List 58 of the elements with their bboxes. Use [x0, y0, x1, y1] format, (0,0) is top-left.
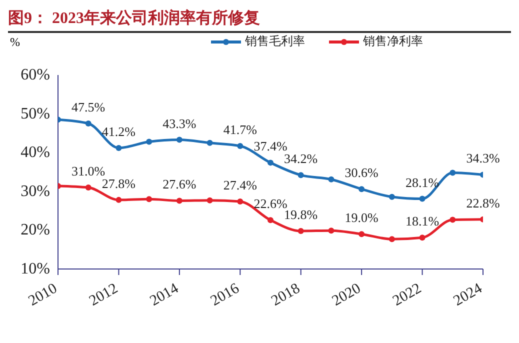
- data-label: 34.2%: [284, 151, 318, 166]
- point: [116, 144, 122, 151]
- x-tick-label: 2020: [330, 280, 364, 310]
- point: [328, 176, 334, 182]
- y-axis-title: %: [10, 35, 20, 50]
- point: [450, 216, 456, 223]
- point: [419, 234, 426, 241]
- x-tick-label: 2022: [390, 280, 424, 310]
- point: [176, 136, 182, 143]
- data-label: 28.1%: [405, 174, 440, 190]
- y-tick-label: 60%: [20, 66, 50, 84]
- y-tick-label: 30%: [20, 182, 50, 200]
- y-tick-label: 40%: [20, 144, 50, 162]
- point: [388, 194, 395, 200]
- data-label: 27.4%: [223, 177, 258, 192]
- legend-label: 销售毛利率: [245, 33, 305, 50]
- point: [358, 186, 365, 192]
- y-tick-label: 20%: [20, 222, 50, 239]
- x-tick-label: 2012: [86, 280, 121, 310]
- point: [237, 143, 244, 150]
- point: [85, 184, 92, 191]
- x-tick-label: 2010: [26, 280, 60, 310]
- data-label: 37.4%: [254, 138, 288, 154]
- point: [116, 196, 122, 203]
- point: [328, 228, 334, 234]
- point: [268, 160, 274, 166]
- point: [298, 228, 304, 234]
- x-tick-label: 2018: [268, 280, 303, 310]
- data-label: 19.0%: [344, 210, 379, 226]
- point: [358, 231, 365, 238]
- point: [85, 120, 92, 126]
- data-label: 41.7%: [223, 122, 258, 138]
- data-label: 47.5%: [72, 100, 106, 114]
- data-label: 27.6%: [162, 176, 196, 192]
- point: [237, 198, 244, 204]
- point: [206, 197, 213, 204]
- data-label: 18.1%: [405, 214, 440, 229]
- y-tick-label: 10%: [20, 260, 50, 278]
- x-tick-label: 2024: [451, 280, 486, 310]
- x-tick-label: 2014: [147, 280, 182, 310]
- legend-label: 销售净利率: [363, 33, 423, 50]
- chart-title: 图9： 2023年来公司利润率有所修复: [8, 8, 511, 33]
- point: [298, 172, 304, 178]
- point: [176, 198, 182, 204]
- point: [146, 196, 152, 202]
- point: [146, 138, 152, 145]
- point: [388, 236, 395, 242]
- data-label: 43.3%: [162, 116, 196, 131]
- point: [419, 196, 426, 202]
- point: [268, 217, 274, 224]
- x-tick-label: 2016: [208, 280, 243, 310]
- data-label: 34.3%: [466, 150, 500, 166]
- data-label: 30.6%: [344, 165, 379, 180]
- data-label: 22.8%: [466, 195, 500, 210]
- y-tick-label: 50%: [20, 105, 50, 122]
- point: [206, 140, 213, 146]
- data-label: 41.2%: [102, 124, 136, 139]
- point: [450, 170, 456, 176]
